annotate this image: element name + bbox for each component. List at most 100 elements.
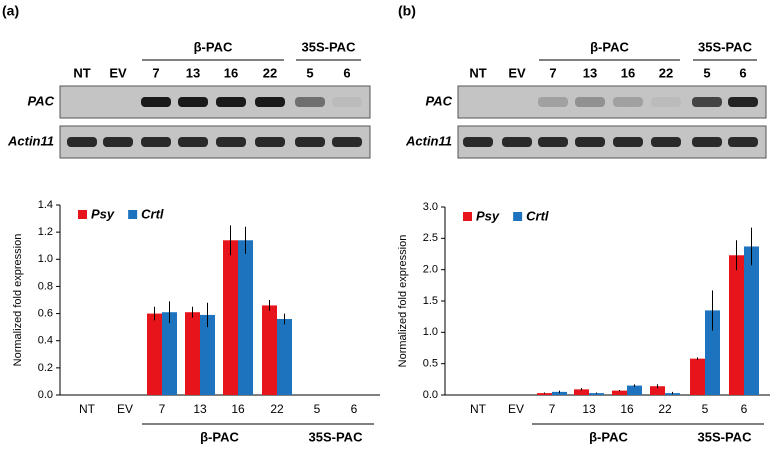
lane-label: 13 [583, 65, 597, 80]
y-tick-label: 1.0 [423, 326, 438, 338]
gel-band [728, 97, 758, 107]
group-label: 35S-PAC [309, 429, 364, 444]
row-label: Actin11 [7, 133, 54, 148]
y-tick-label: 1.4 [38, 199, 53, 211]
row-label: Actin11 [405, 133, 452, 148]
panel-label: (b) [398, 3, 416, 19]
lane-label: 16 [224, 65, 238, 80]
lane-label: 6 [343, 65, 350, 80]
bar [574, 389, 589, 395]
bar [223, 240, 238, 395]
panel-label: (a) [2, 3, 19, 19]
gel-band [575, 137, 605, 147]
gel-band [651, 137, 681, 147]
lane-label: 5 [703, 65, 710, 80]
lane-label: NT [73, 65, 90, 80]
y-tick-label: 0.0 [423, 389, 438, 401]
lane-label: 5 [306, 65, 313, 80]
legend-swatch [128, 210, 138, 219]
lane-label: 22 [263, 65, 277, 80]
lane-label: 22 [659, 65, 673, 80]
bar [185, 312, 200, 395]
gel-band [216, 137, 246, 147]
gel-band [575, 97, 605, 107]
gel-band [295, 97, 325, 107]
gel-band [728, 137, 758, 147]
x-tick-label: 7 [549, 402, 556, 416]
x-tick-label: NT [79, 402, 96, 416]
y-tick-label: 1.2 [38, 226, 53, 238]
bar [262, 305, 277, 395]
y-tick-label: 0.6 [38, 307, 53, 319]
gel-band [651, 97, 681, 107]
y-tick-label: 0.8 [38, 280, 53, 292]
bar [650, 386, 665, 395]
bar [537, 393, 552, 395]
bar [627, 385, 642, 395]
x-tick-label: 22 [270, 402, 284, 416]
gel-band [141, 137, 171, 147]
gel-band [692, 97, 722, 107]
x-tick-label: 5 [702, 402, 709, 416]
x-tick-label: 6 [351, 402, 358, 416]
gel-band [613, 97, 643, 107]
gel-band [332, 137, 362, 147]
group-label: β-PAC [200, 429, 239, 444]
x-tick-label: 22 [658, 402, 672, 416]
legend-label: Crtl [526, 208, 549, 223]
group-label: 35S-PAC [698, 39, 753, 54]
bar [552, 391, 567, 395]
x-tick-label: EV [508, 402, 524, 416]
row-label: PAC [426, 93, 453, 108]
lane-label: 6 [739, 65, 746, 80]
gel-band [67, 137, 97, 147]
gel-band [538, 137, 568, 147]
gel-band [216, 97, 246, 107]
y-tick-label: 3.0 [423, 201, 438, 213]
legend-label: Crtl [141, 206, 164, 221]
y-tick-label: 2.5 [423, 232, 438, 244]
gel-band [463, 137, 493, 147]
bar [705, 310, 720, 395]
gel-band [295, 137, 325, 147]
y-tick-label: 0.0 [38, 389, 53, 401]
bar [162, 312, 177, 395]
y-tick-label: 0.4 [38, 335, 53, 347]
row-label: PAC [28, 93, 55, 108]
gel-band [103, 137, 133, 147]
x-tick-label: 7 [159, 402, 166, 416]
gel-band [178, 137, 208, 147]
lane-label: 7 [549, 65, 556, 80]
gel-band [502, 137, 532, 147]
group-label: β-PAC [194, 39, 233, 54]
lane-label: EV [109, 65, 127, 80]
legend-swatch [463, 212, 472, 221]
gel-band [141, 97, 171, 107]
bar [690, 358, 705, 395]
x-tick-label: 13 [582, 402, 596, 416]
lane-label: EV [508, 65, 526, 80]
bar [238, 240, 253, 395]
gel-band [332, 97, 362, 107]
group-label: 35S-PAC [302, 39, 357, 54]
y-axis-title: Normalized fold expression [12, 234, 24, 367]
lane-label: 7 [152, 65, 159, 80]
bar [277, 319, 292, 395]
gel-band [178, 97, 208, 107]
x-tick-label: 5 [314, 402, 321, 416]
x-tick-label: EV [117, 402, 133, 416]
bar [589, 393, 604, 395]
gel-band [692, 137, 722, 147]
legend-label: Psy [476, 208, 500, 223]
y-tick-label: 2.0 [423, 264, 438, 276]
lane-label: 16 [621, 65, 635, 80]
gel-band [538, 97, 568, 107]
lane-label: 13 [186, 65, 200, 80]
bar [612, 390, 627, 395]
bar [744, 246, 759, 395]
lane-label: NT [469, 65, 486, 80]
y-tick-label: 0.2 [38, 362, 53, 374]
legend-swatch [513, 212, 523, 221]
x-tick-label: 13 [193, 402, 207, 416]
